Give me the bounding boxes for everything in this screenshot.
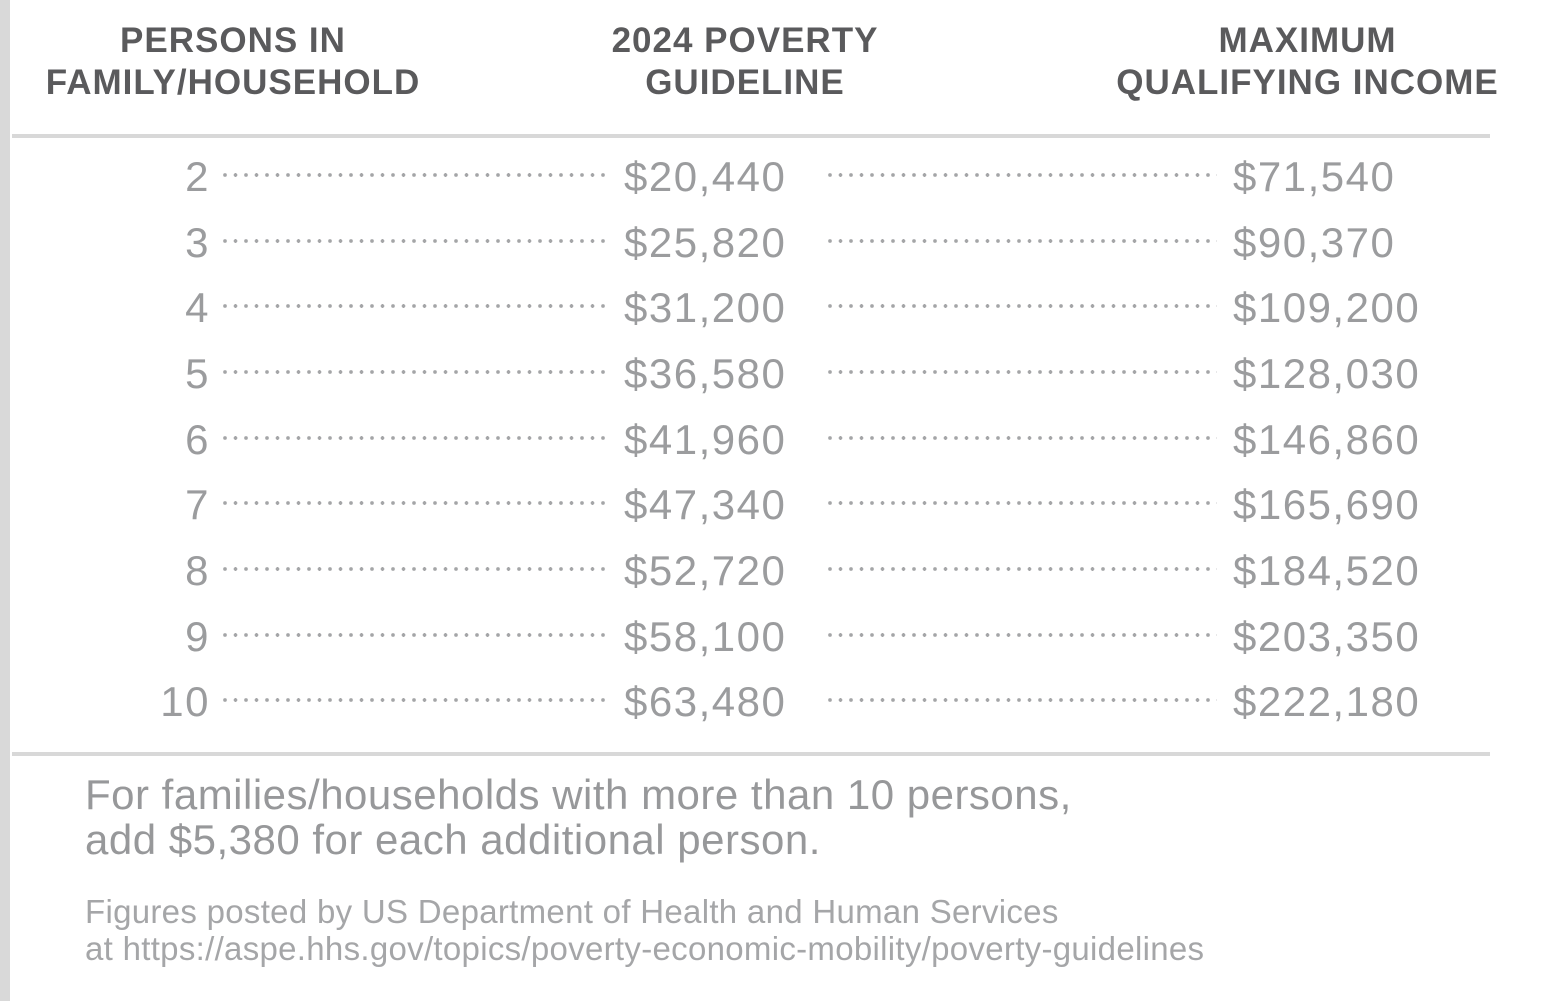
persons-cell: 3 — [185, 218, 210, 266]
guideline-cell: $63,480 — [624, 678, 787, 726]
dot-leader — [222, 500, 610, 507]
max-income-cell: $203,350 — [1233, 612, 1421, 660]
persons-cell: 10 — [160, 678, 210, 726]
dot-leader — [222, 237, 610, 244]
dot-leader — [222, 303, 610, 310]
max-income-cell: $90,370 — [1233, 218, 1396, 266]
column-header-guideline: 2024 POVERTY GUIDELINE — [545, 20, 945, 104]
table-row: 6 $41,960 $146,860 — [0, 407, 1545, 473]
dot-leader — [827, 303, 1217, 310]
table-row: 5 $36,580 $128,030 — [0, 341, 1545, 407]
dot-leader — [827, 631, 1217, 638]
table-body: 2 $20,440 $71,540 3 $25,820 $90,370 4 $3… — [0, 144, 1545, 735]
persons-cell: 8 — [185, 546, 210, 594]
dot-leader — [827, 171, 1217, 178]
max-income-cell: $184,520 — [1233, 546, 1421, 594]
dot-leader — [827, 565, 1217, 572]
source-attribution: Figures posted by US Department of Healt… — [85, 893, 1204, 967]
max-income-cell: $128,030 — [1233, 349, 1421, 397]
persons-cell: 5 — [185, 349, 210, 397]
dot-leader — [827, 434, 1217, 441]
table-row: 3 $25,820 $90,370 — [0, 210, 1545, 276]
dot-leader — [827, 697, 1217, 704]
column-header-max-income-line2: QUALIFYING INCOME — [1116, 63, 1499, 102]
table-row: 4 $31,200 $109,200 — [0, 275, 1545, 341]
dot-leader — [827, 237, 1217, 244]
persons-cell: 7 — [185, 481, 210, 529]
dot-leader — [827, 368, 1217, 375]
additional-person-note-line2: add $5,380 for each additional person. — [85, 816, 821, 863]
table-row: 9 $58,100 $203,350 — [0, 604, 1545, 670]
column-header-guideline-line2: GUIDELINE — [645, 63, 845, 102]
guideline-cell: $20,440 — [624, 152, 787, 200]
header-divider-rule — [12, 134, 1490, 138]
guideline-cell: $41,960 — [624, 415, 787, 463]
table-row: 10 $63,480 $222,180 — [0, 670, 1545, 736]
additional-person-note: For families/households with more than 1… — [85, 772, 1072, 862]
dot-leader — [222, 631, 610, 638]
column-header-max-income-line1: MAXIMUM — [1218, 21, 1397, 60]
table-row: 2 $20,440 $71,540 — [0, 144, 1545, 210]
table-row: 7 $47,340 $165,690 — [0, 472, 1545, 538]
additional-person-note-line1: For families/households with more than 1… — [85, 771, 1072, 818]
guideline-cell: $58,100 — [624, 612, 787, 660]
guideline-cell: $52,720 — [624, 546, 787, 594]
dot-leader — [222, 171, 610, 178]
dot-leader — [222, 697, 610, 704]
max-income-cell: $71,540 — [1233, 152, 1396, 200]
column-header-persons-line1: PERSONS IN — [120, 21, 346, 60]
max-income-cell: $109,200 — [1233, 284, 1421, 332]
left-edge-strip — [0, 0, 10, 1001]
dot-leader — [222, 434, 610, 441]
persons-cell: 2 — [185, 152, 210, 200]
guideline-cell: $47,340 — [624, 481, 787, 529]
guideline-cell: $31,200 — [624, 284, 787, 332]
persons-cell: 6 — [185, 415, 210, 463]
persons-cell: 9 — [185, 612, 210, 660]
table-row: 8 $52,720 $184,520 — [0, 538, 1545, 604]
dot-leader — [222, 565, 610, 572]
guideline-cell: $36,580 — [624, 349, 787, 397]
column-header-guideline-line1: 2024 POVERTY — [611, 21, 879, 60]
column-header-persons: PERSONS IN FAMILY/HOUSEHOLD — [28, 20, 438, 104]
column-header-max-income: MAXIMUM QUALIFYING INCOME — [1080, 20, 1535, 104]
source-attribution-line2: at https://aspe.hhs.gov/topics/poverty-e… — [85, 930, 1205, 967]
footer-divider-rule — [12, 752, 1490, 756]
max-income-cell: $165,690 — [1233, 481, 1421, 529]
persons-cell: 4 — [185, 284, 210, 332]
guideline-cell: $25,820 — [624, 218, 787, 266]
dot-leader — [827, 500, 1217, 507]
dot-leader — [222, 368, 610, 375]
column-header-persons-line2: FAMILY/HOUSEHOLD — [45, 63, 421, 102]
max-income-cell: $222,180 — [1233, 678, 1421, 726]
max-income-cell: $146,860 — [1233, 415, 1421, 463]
source-attribution-line1: Figures posted by US Department of Healt… — [85, 893, 1059, 930]
